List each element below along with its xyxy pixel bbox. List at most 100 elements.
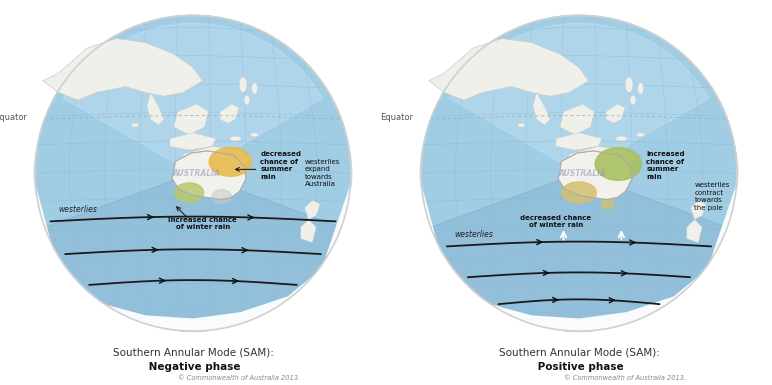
Polygon shape xyxy=(556,133,602,150)
Circle shape xyxy=(559,154,599,193)
Circle shape xyxy=(551,146,607,201)
Circle shape xyxy=(429,23,729,323)
Text: AUSTRALIA: AUSTRALIA xyxy=(559,169,607,178)
Text: westerlies: westerlies xyxy=(58,205,97,214)
Wedge shape xyxy=(431,173,727,331)
Circle shape xyxy=(540,134,618,213)
Circle shape xyxy=(422,15,736,331)
Circle shape xyxy=(102,82,284,264)
Circle shape xyxy=(564,157,594,189)
Circle shape xyxy=(150,130,236,217)
Text: decreased
chance of
summer
rain: decreased chance of summer rain xyxy=(260,151,301,180)
Circle shape xyxy=(452,47,706,300)
Circle shape xyxy=(63,43,323,303)
Circle shape xyxy=(422,15,736,331)
Circle shape xyxy=(504,98,654,248)
Circle shape xyxy=(47,27,339,319)
Ellipse shape xyxy=(229,136,241,141)
Circle shape xyxy=(107,87,279,260)
Circle shape xyxy=(449,43,709,303)
Ellipse shape xyxy=(174,183,204,202)
Ellipse shape xyxy=(223,148,232,152)
Circle shape xyxy=(547,142,611,205)
Text: increased
chance of
summer
rain: increased chance of summer rain xyxy=(646,151,685,180)
Circle shape xyxy=(71,51,315,296)
Circle shape xyxy=(122,102,264,244)
Circle shape xyxy=(59,39,327,307)
Polygon shape xyxy=(170,133,216,150)
Ellipse shape xyxy=(630,95,636,105)
Circle shape xyxy=(488,82,670,264)
Circle shape xyxy=(110,90,276,256)
Circle shape xyxy=(39,19,347,327)
Polygon shape xyxy=(429,38,588,100)
Polygon shape xyxy=(43,38,202,100)
Circle shape xyxy=(445,39,713,307)
Text: © Commonwealth of Australia 2013.: © Commonwealth of Australia 2013. xyxy=(178,375,300,381)
Ellipse shape xyxy=(595,147,642,180)
Ellipse shape xyxy=(131,123,139,127)
Circle shape xyxy=(90,71,296,276)
Circle shape xyxy=(86,67,300,280)
Circle shape xyxy=(157,138,229,209)
Polygon shape xyxy=(558,151,632,199)
Circle shape xyxy=(126,106,260,240)
Circle shape xyxy=(185,165,201,181)
Polygon shape xyxy=(687,219,703,243)
Text: Positive phase: Positive phase xyxy=(534,362,624,372)
Text: Equator: Equator xyxy=(0,113,28,122)
Ellipse shape xyxy=(517,123,525,127)
Circle shape xyxy=(146,126,240,221)
Circle shape xyxy=(480,75,678,272)
Circle shape xyxy=(425,19,733,327)
Text: Negative phase: Negative phase xyxy=(145,362,241,372)
Text: westerlies: westerlies xyxy=(455,230,493,239)
Text: © Commonwealth of Australia 2013.: © Commonwealth of Australia 2013. xyxy=(564,375,686,381)
Text: westerlies
contract
towards
the pole: westerlies contract towards the pole xyxy=(695,182,730,211)
Circle shape xyxy=(169,149,217,197)
Circle shape xyxy=(437,31,721,315)
Text: Equator: Equator xyxy=(381,113,414,122)
Circle shape xyxy=(465,59,693,288)
Circle shape xyxy=(433,27,725,319)
Circle shape xyxy=(508,102,650,244)
Ellipse shape xyxy=(239,77,247,92)
Ellipse shape xyxy=(251,133,259,137)
Circle shape xyxy=(36,15,350,331)
Circle shape xyxy=(114,94,272,252)
Ellipse shape xyxy=(212,189,232,203)
Circle shape xyxy=(520,114,638,233)
Circle shape xyxy=(173,154,213,193)
Circle shape xyxy=(493,87,665,260)
Circle shape xyxy=(118,98,268,248)
Circle shape xyxy=(476,71,682,276)
Circle shape xyxy=(543,138,615,209)
Circle shape xyxy=(181,161,205,185)
Circle shape xyxy=(142,122,244,224)
Circle shape xyxy=(532,126,626,221)
Circle shape xyxy=(51,31,335,315)
Polygon shape xyxy=(301,219,317,243)
Ellipse shape xyxy=(209,147,252,176)
Text: Southern Annular Mode (SAM):: Southern Annular Mode (SAM): xyxy=(499,347,659,357)
Text: westerlies
expand
towards
Australia: westerlies expand towards Australia xyxy=(305,159,340,187)
Circle shape xyxy=(161,142,225,205)
Polygon shape xyxy=(220,104,239,123)
Circle shape xyxy=(66,47,320,300)
Circle shape xyxy=(472,67,686,280)
Ellipse shape xyxy=(637,133,645,137)
Circle shape xyxy=(98,79,288,268)
Text: AUSTRALIA: AUSTRALIA xyxy=(173,169,221,178)
Text: decreased chance
of winter rain: decreased chance of winter rain xyxy=(520,214,591,228)
Polygon shape xyxy=(181,146,251,169)
Circle shape xyxy=(137,118,249,229)
Circle shape xyxy=(165,146,221,201)
Circle shape xyxy=(134,114,252,233)
Circle shape xyxy=(469,63,689,284)
Circle shape xyxy=(555,149,603,197)
Polygon shape xyxy=(691,200,706,219)
Circle shape xyxy=(55,35,331,311)
Circle shape xyxy=(83,63,303,284)
Circle shape xyxy=(536,130,622,217)
Circle shape xyxy=(516,110,642,236)
